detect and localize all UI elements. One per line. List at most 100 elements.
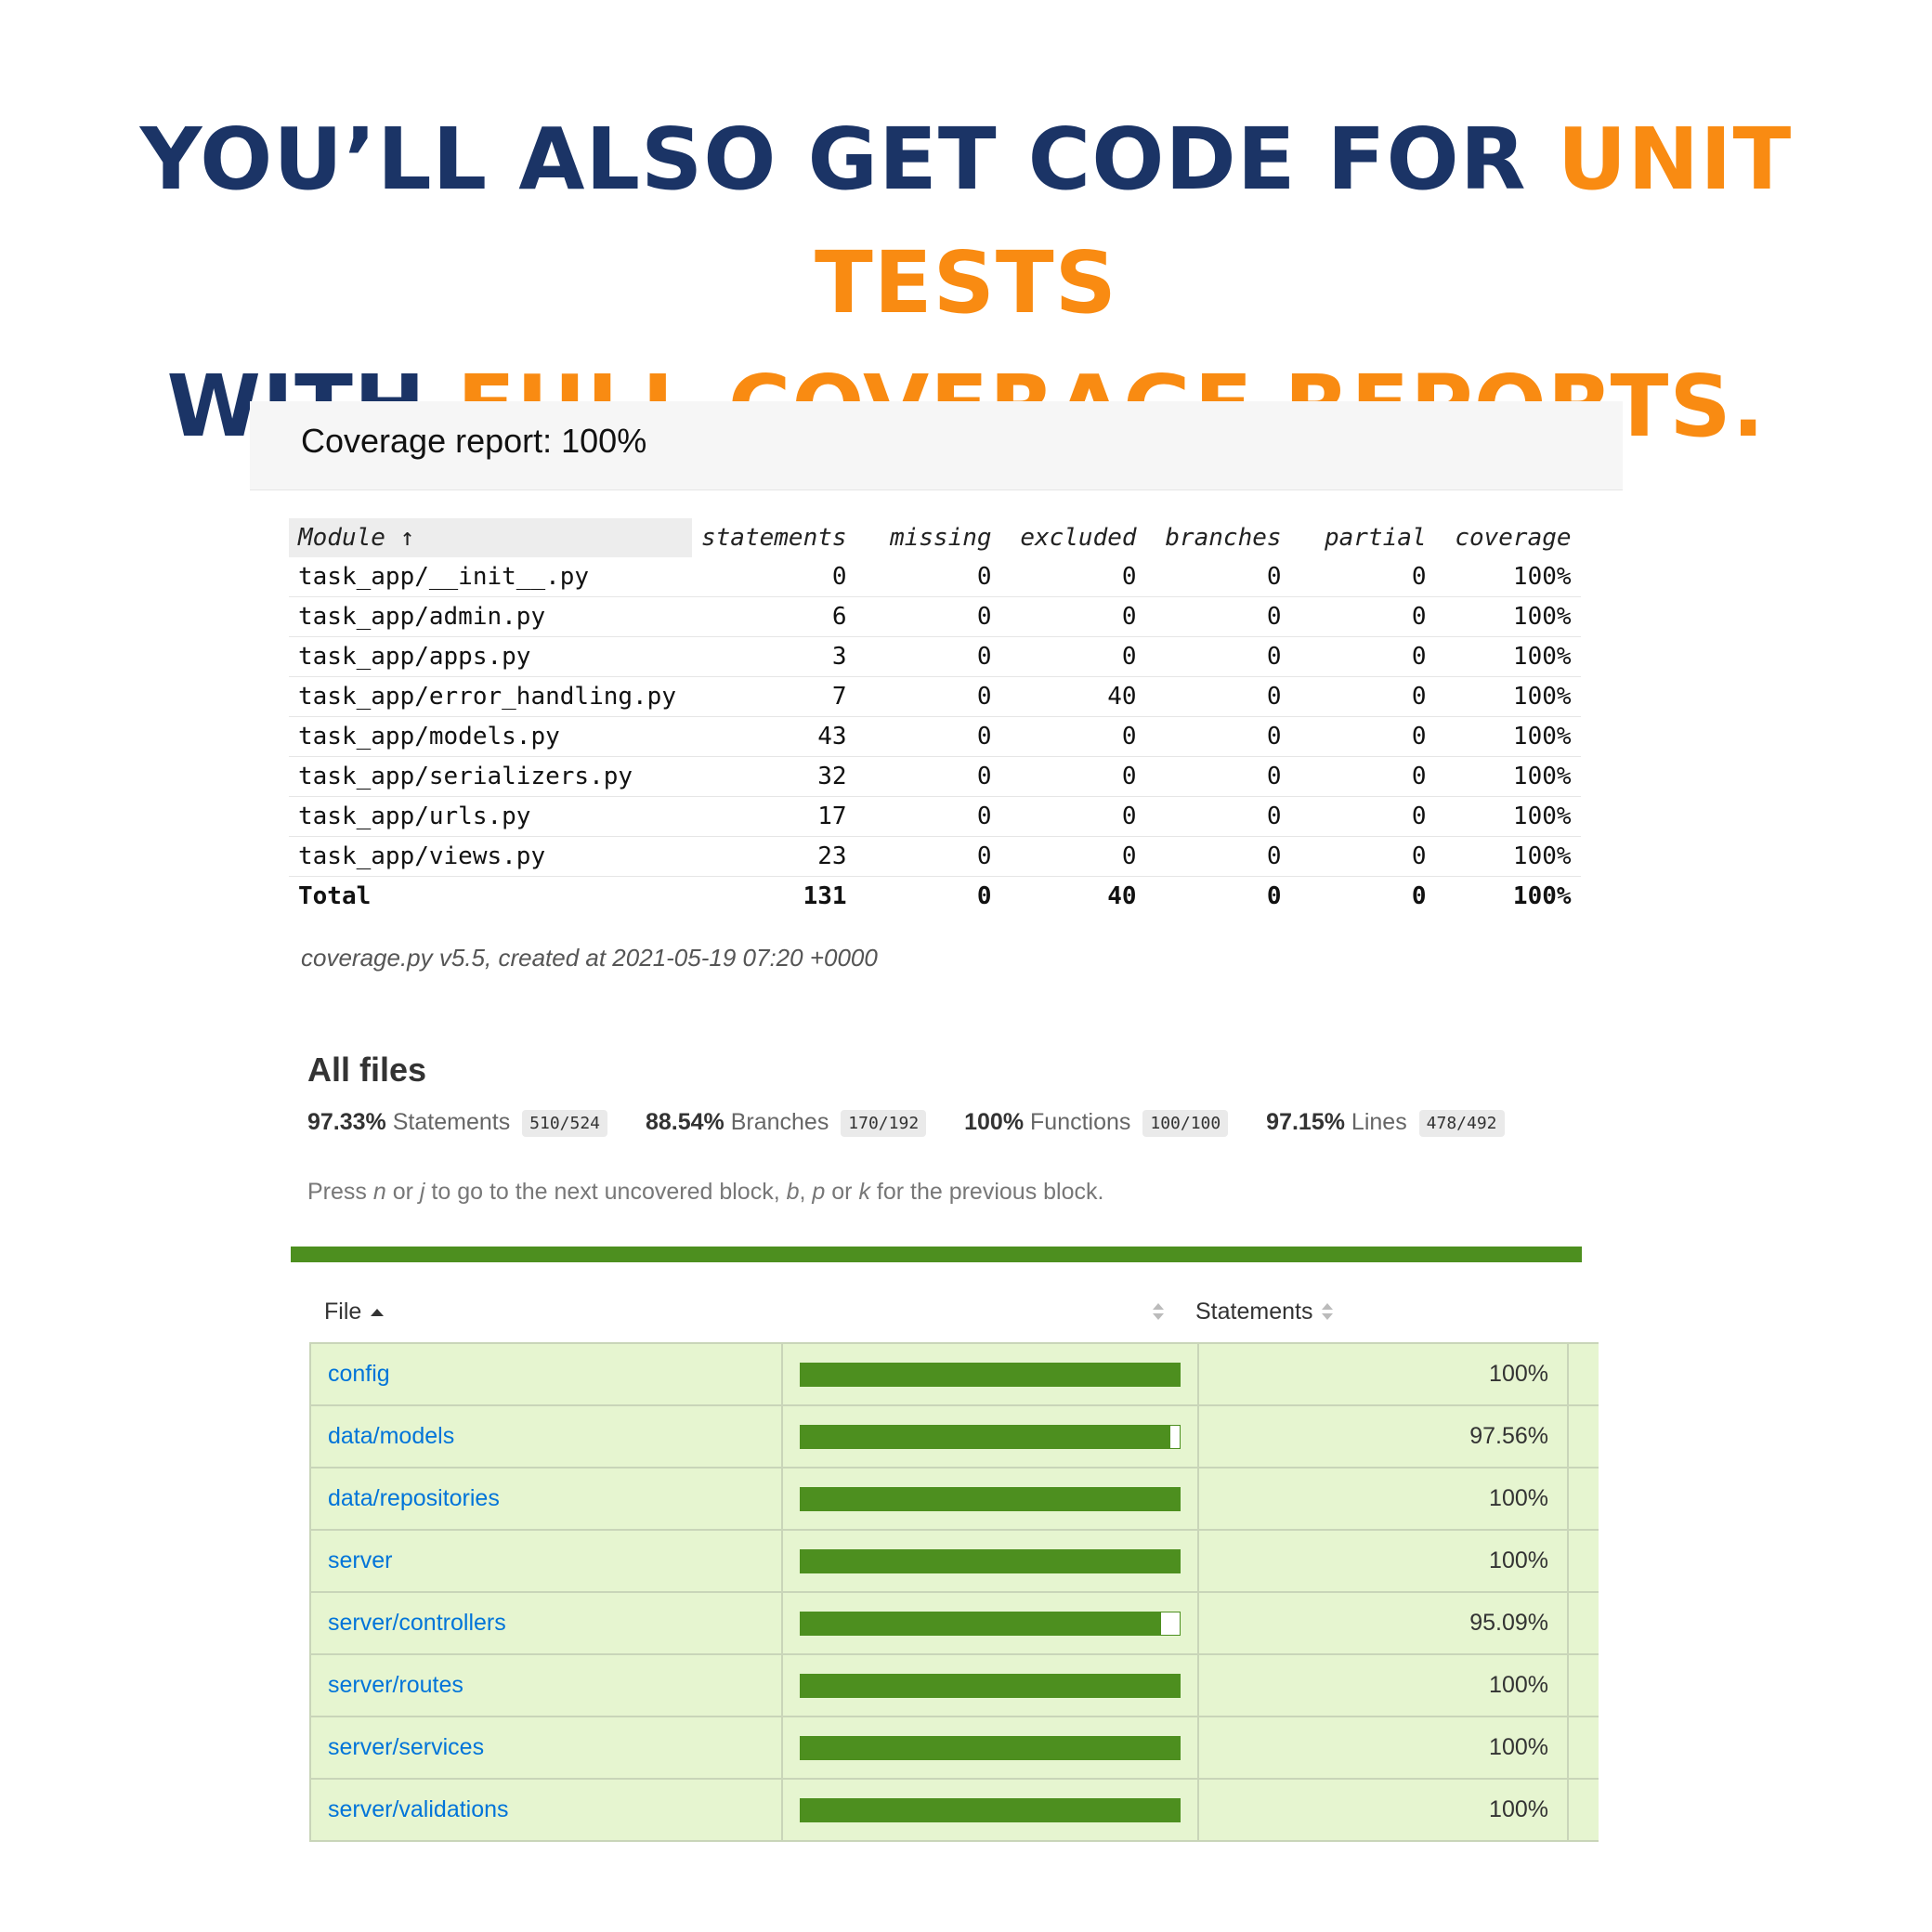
module-row[interactable]: task_app/__init__.py 0 0 0 0 0 100% [289,557,1581,597]
coverage-value: 100% [1435,756,1581,797]
column-module[interactable]: Module ↑ [289,518,692,557]
partial-value: 0 [1290,596,1436,637]
summary-statements: 97.33% Statements 510/524 [307,1109,608,1138]
file-row: server/validations 100% [309,1778,1599,1842]
partial-value: 0 [1411,882,1427,910]
coverage-bar [800,1674,1181,1699]
statements-pct: 100% [1197,1778,1569,1842]
column-file[interactable]: File [324,1299,385,1325]
file-row: server 100% [309,1529,1599,1593]
coverage-value: 100% [1435,596,1581,637]
coverage-bar-cell [781,1342,1199,1406]
coverage-bar [800,1549,1181,1574]
coverage-bar-fill [801,1799,1180,1822]
partial-value: 0 [1290,636,1436,677]
summary-label: Lines [1351,1109,1407,1136]
module-name[interactable]: task_app/error_handling.py [289,676,692,717]
module-row[interactable]: task_app/error_handling.py 7 0 40 0 0 100% [289,676,1581,717]
coverage-bar-cell [781,1591,1199,1655]
coverage-bar [800,1612,1181,1637]
partial-value: 0 [1290,796,1436,837]
summary-branches: 88.54% Branches 170/192 [645,1109,927,1138]
file-table: config 100% data/models 97.56% data/reposito… [309,1342,1599,1842]
file-row: data/models 97.56% [309,1404,1599,1469]
column-statements[interactable]: statements [701,524,847,552]
statements-value: 0 [692,557,856,597]
summary-label: Branches [730,1109,829,1136]
coverage-bar-cell [781,1653,1199,1717]
coverage-bar-fill [801,1488,1180,1511]
file-link[interactable]: data/models [309,1404,783,1469]
file-link[interactable]: server [309,1529,783,1593]
module-row[interactable]: task_app/models.py 43 0 0 0 0 100% [289,716,1581,757]
module-row[interactable]: task_app/serializers.py 32 0 0 0 0 100% [289,756,1581,797]
coverage-bar-fill [801,1364,1180,1387]
excluded-value: 0 [1000,557,1146,597]
coverage-value: 100% [1435,636,1581,677]
file-link[interactable]: server/controllers [309,1591,783,1655]
truncated-cell [1567,1591,1599,1655]
summary-fraction: 478/492 [1418,1110,1505,1138]
module-name[interactable]: task_app/__init__.py [289,557,692,597]
column-statements[interactable]: Statements [1195,1299,1335,1325]
partial-value: 0 [1290,716,1436,757]
coverage-value: 100% [1435,836,1581,877]
summary-lines: 97.15% Lines 478/492 [1266,1109,1505,1138]
headline-text: YOU’LL ALSO GET CODE FOR [139,110,1558,209]
statements-value: 7 [692,676,856,717]
module-row[interactable]: task_app/apps.py 3 0 0 0 0 100% [289,636,1581,677]
missing-value: 0 [855,756,1001,797]
file-link[interactable]: config [309,1342,783,1406]
module-name[interactable]: task_app/views.py [289,836,692,877]
module-name[interactable]: task_app/apps.py [289,636,692,677]
column-excluded[interactable]: excluded [1020,524,1137,552]
truncated-cell [1567,1529,1599,1593]
branches-value: 0 [1145,596,1291,637]
coverage-report-title: Coverage report: 100% [301,422,647,460]
column-partial[interactable]: partial [1324,524,1427,552]
partial-value: 0 [1290,836,1436,877]
file-link[interactable]: server/validations [309,1778,783,1842]
statements-value: 131 [803,882,847,910]
coverage-report-footer: coverage.py v5.5, created at 2021-05-19 … [301,944,878,972]
missing-value: 0 [855,636,1001,677]
summary-pct: 97.15% [1266,1109,1345,1136]
truncated-cell [1567,1404,1599,1469]
module-name[interactable]: task_app/urls.py [289,796,692,837]
module-row[interactable]: task_app/admin.py 6 0 0 0 0 100% [289,596,1581,637]
coverage-status-bar [291,1247,1582,1262]
file-row: data/repositories 100% [309,1467,1599,1531]
excluded-value: 40 [1107,882,1137,910]
column-bar-sorter[interactable] [1143,1299,1166,1325]
headline-highlight: UNIT TESTS [815,110,1793,333]
coverage-bar-cell [781,1467,1199,1531]
module-name[interactable]: task_app/models.py [289,716,692,757]
module-row[interactable]: task_app/views.py 23 0 0 0 0 100% [289,836,1581,877]
column-branches[interactable]: branches [1165,524,1282,552]
excluded-value: 0 [1000,796,1146,837]
module-name[interactable]: task_app/serializers.py [289,756,692,797]
statements-pct: 95.09% [1197,1591,1569,1655]
file-link[interactable]: data/repositories [309,1467,783,1531]
missing-value: 0 [855,557,1001,597]
module-name[interactable]: task_app/admin.py [289,596,692,637]
excluded-value: 0 [1000,716,1146,757]
headline-line-1: YOU’LL ALSO GET CODE FOR UNIT TESTS [0,98,1932,345]
file-link[interactable]: server/services [309,1716,783,1780]
statements-pct: 100% [1197,1342,1569,1406]
statements-pct: 100% [1197,1529,1569,1593]
column-missing[interactable]: missing [889,524,992,552]
coverage-value: 100% [1435,557,1581,597]
missing-value: 0 [855,796,1001,837]
coverage-bar-cell [781,1529,1199,1593]
module-row[interactable]: task_app/urls.py 17 0 0 0 0 100% [289,796,1581,837]
coverage-bar-cell [781,1716,1199,1780]
summary-pct: 88.54% [645,1109,724,1136]
file-link[interactable]: server/routes [309,1653,783,1717]
column-coverage[interactable]: coverage [1455,524,1572,552]
truncated-cell [1567,1342,1599,1406]
coverage-value: 100% [1512,882,1572,910]
total-row: Total 131 0 40 0 0 100% [289,877,1581,917]
truncated-cell [1567,1467,1599,1531]
summary-label: Functions [1030,1109,1131,1136]
